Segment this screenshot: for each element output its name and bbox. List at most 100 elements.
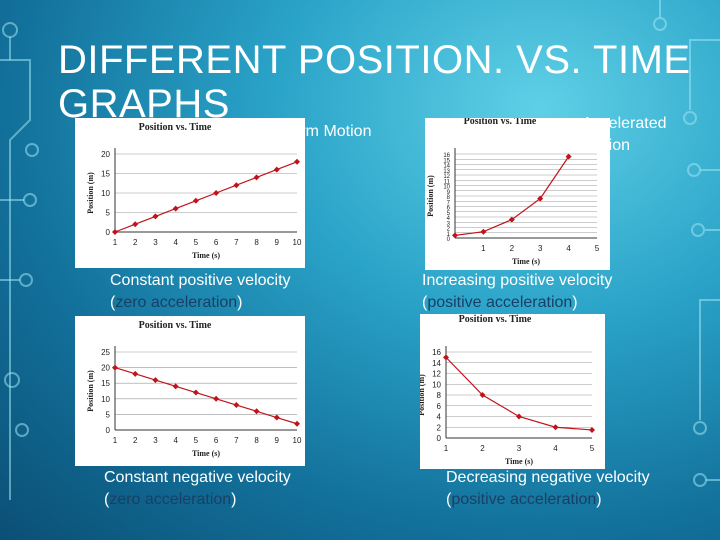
y-tick-label: 20 <box>101 364 110 373</box>
data-point <box>479 392 486 398</box>
y-tick-label: 2 <box>437 423 442 432</box>
y-axis-label: Position (m) <box>86 172 95 214</box>
x-tick-label: 5 <box>194 436 199 445</box>
y-tick-label: 7 <box>447 200 451 206</box>
x-axis-label: Time (s) <box>192 449 220 458</box>
data-point <box>443 354 449 361</box>
desc-line2: (positive acceleration) <box>446 491 602 508</box>
data-point <box>112 229 118 235</box>
desc-line1: Constant negative velocity <box>104 469 291 486</box>
y-tick-label: 14 <box>443 164 450 170</box>
data-point <box>233 402 240 409</box>
data-point <box>537 195 544 202</box>
chart-title: Position vs. Time <box>464 118 537 127</box>
y-tick-label: 1 <box>447 232 451 238</box>
y-tick-label: 12 <box>443 174 450 180</box>
x-tick-label: 7 <box>234 436 239 445</box>
x-tick-label: 7 <box>234 238 239 247</box>
x-tick-label: 3 <box>153 238 158 247</box>
x-tick-label: 1 <box>113 436 118 445</box>
desc-line2: (positive acceleration) <box>422 294 578 311</box>
x-tick-label: 4 <box>553 444 558 453</box>
desc-constant-negative: Constant negative velocity (zero acceler… <box>104 467 291 511</box>
data-point <box>480 228 487 235</box>
desc-line2: (zero acceleration) <box>104 491 237 508</box>
data-point <box>273 166 280 173</box>
x-tick-label: 2 <box>510 244 515 253</box>
desc-constant-positive: Constant positive velocity (zero acceler… <box>110 270 291 314</box>
chart-title: Position vs. Time <box>139 122 212 133</box>
chart-uniform-negative: Position vs. Time 0 5 10 15 20 25 1 2 3 4 5 6 7 8 9 10 Ti… <box>75 316 305 466</box>
x-tick-label: 2 <box>133 436 138 445</box>
data-point <box>452 232 458 239</box>
data-point <box>589 426 595 433</box>
y-tick-label: 5 <box>106 209 111 218</box>
data-point <box>152 213 159 220</box>
y-axis-label: Position (m) <box>420 374 426 416</box>
data-point <box>132 370 139 377</box>
series-line <box>114 367 298 425</box>
data-point <box>565 153 572 160</box>
y-tick-label: 15 <box>101 170 110 179</box>
data-point <box>152 377 159 384</box>
desc-line1: Constant positive velocity <box>110 272 291 289</box>
y-tick-label: 10 <box>101 189 110 198</box>
y-tick-label: 3 <box>447 221 451 227</box>
desc-accel: zero acceleration <box>109 491 232 508</box>
x-tick-label: 1 <box>444 444 449 453</box>
data-point <box>294 420 300 427</box>
x-tick-label: 8 <box>254 436 259 445</box>
y-tick-label: 4 <box>447 216 451 222</box>
y-tick-label: 0 <box>106 426 111 435</box>
series-line <box>114 161 298 233</box>
x-tick-label: 6 <box>214 436 219 445</box>
y-tick-label: 10 <box>101 395 110 404</box>
chart-uniform-negative-svg: Position vs. Time 0 5 10 15 20 25 1 2 3 4 5 6 7 8 9 10 Ti… <box>86 320 302 458</box>
y-tick-label: 0 <box>106 228 111 237</box>
x-tick-label: 5 <box>194 238 199 247</box>
x-tick-label: 10 <box>293 238 302 247</box>
x-tick-label: 10 <box>293 436 302 445</box>
desc-accel: positive acceleration <box>451 491 597 508</box>
x-tick-label: 4 <box>173 238 178 247</box>
x-tick-label: 9 <box>275 436 280 445</box>
chart-uniform-positive-svg: Position vs. Time 0 5 10 15 20 1 2 3 4 5 6 7 8 9 10 Time… <box>86 122 302 260</box>
x-tick-label: 5 <box>595 244 600 253</box>
y-tick-label: 8 <box>437 391 442 400</box>
data-point <box>508 216 515 223</box>
chart-title: Position vs. Time <box>139 320 212 331</box>
x-axis-label: Time (s) <box>512 257 540 266</box>
y-tick-label: 9 <box>447 190 451 196</box>
data-point <box>273 414 280 421</box>
x-tick-label: 6 <box>214 238 219 247</box>
x-axis-label: Time (s) <box>505 457 533 466</box>
data-point <box>172 205 179 212</box>
desc-accel: positive acceleration <box>427 294 573 311</box>
y-axis-label: Position (m) <box>426 175 435 217</box>
data-point <box>172 383 179 390</box>
desc-line1: Decreasing negative velocity <box>446 469 650 486</box>
y-tick-label: 11 <box>444 179 451 185</box>
data-point <box>132 221 139 228</box>
y-tick-label: 2 <box>447 227 451 233</box>
desc-accel: zero acceleration <box>115 294 238 311</box>
y-tick-label: 0 <box>447 237 451 243</box>
y-tick-label: 12 <box>432 370 441 379</box>
desc-decreasing-negative: Decreasing negative velocity (positive a… <box>446 467 650 511</box>
y-tick-label: 6 <box>447 206 451 212</box>
x-tick-label: 3 <box>153 436 158 445</box>
data-point <box>253 408 260 415</box>
y-tick-label: 5 <box>106 410 111 419</box>
x-axis-label: Time (s) <box>192 251 220 260</box>
y-tick-label: 5 <box>447 211 451 217</box>
desc-increasing-positive: Increasing positive velocity (positive a… <box>422 270 612 314</box>
chart-accelerated-positive: Position vs. Time 0 1 2 3 4 5 6 7 8 9 10 11 12 13 14 15 1… <box>425 118 610 270</box>
y-tick-label: 8 <box>447 195 451 201</box>
y-tick-label: 20 <box>101 150 110 159</box>
y-tick-label: 25 <box>101 348 110 357</box>
y-tick-label: 16 <box>432 348 441 357</box>
slide-title: DIFFERENT POSITION. VS. TIME GRAPHS <box>58 38 691 126</box>
data-point <box>294 158 300 165</box>
x-tick-label: 3 <box>538 244 543 253</box>
